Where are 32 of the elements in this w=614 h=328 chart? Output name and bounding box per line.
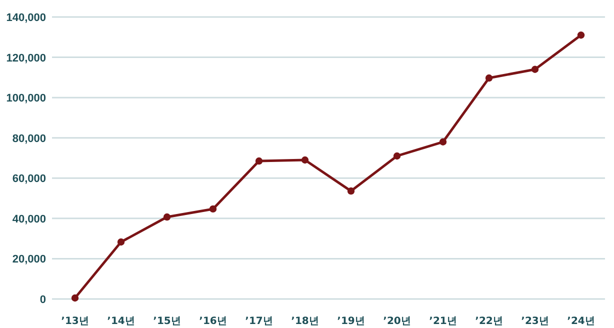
point [255, 157, 263, 165]
x-tick-label: ’15년 [153, 316, 181, 327]
x-tick-label: ’22년 [475, 316, 503, 327]
x-tick-label: ’19년 [337, 316, 365, 327]
x-tick-label: ’13년 [61, 316, 89, 327]
point [71, 294, 79, 302]
x-tick-label: ’21년 [429, 316, 457, 327]
point [301, 156, 309, 164]
x-tick-label: ’23년 [521, 316, 549, 327]
x-tick-label: ’24년 [567, 316, 595, 327]
y-tick-label: 140,000 [6, 12, 46, 24]
x-tick-label: ’17년 [245, 316, 273, 327]
point [485, 74, 493, 82]
point [531, 66, 539, 73]
y-tick-label: 120,000 [6, 52, 46, 64]
point [163, 213, 171, 221]
point [209, 205, 217, 213]
x-tick-label: ’18년 [291, 316, 319, 327]
y-tick-label: 20,000 [12, 254, 46, 266]
point [117, 238, 125, 246]
point [393, 152, 401, 160]
y-tick-label: 80,000 [12, 132, 46, 145]
point [347, 187, 355, 195]
y-tick-label: 0 [40, 294, 46, 306]
y-tick-label: 100,000 [6, 92, 46, 105]
x-tick-label: ’16년 [199, 316, 227, 327]
x-tick-label: ’14년 [107, 316, 135, 327]
y-tick-label: 40,000 [12, 213, 46, 226]
x-tick-label: ’20년 [383, 316, 411, 327]
point [439, 138, 447, 146]
y-tick-label: 60,000 [12, 173, 46, 186]
point [577, 32, 585, 39]
